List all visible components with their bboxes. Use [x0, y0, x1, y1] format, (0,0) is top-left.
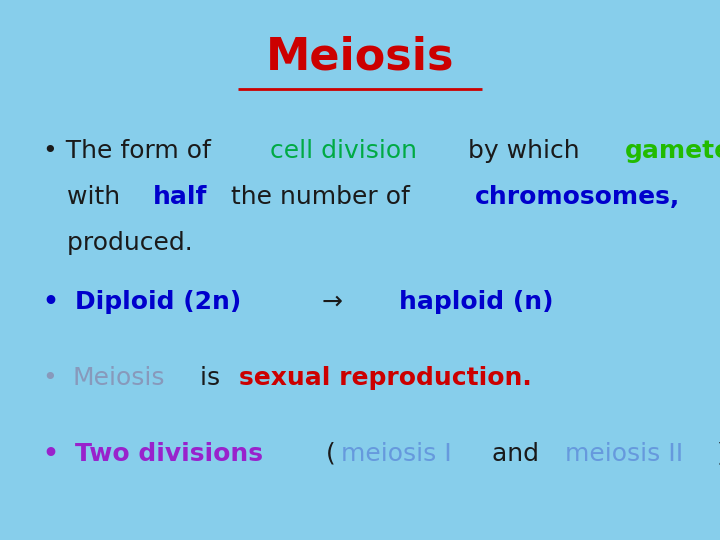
Text: and: and: [484, 442, 546, 465]
Text: Two divisions: Two divisions: [75, 442, 263, 465]
Text: •: •: [43, 366, 66, 390]
Text: is: is: [192, 366, 228, 390]
Text: produced.: produced.: [43, 231, 193, 255]
Text: •: •: [43, 291, 68, 314]
Text: by which: by which: [460, 139, 588, 163]
Text: (: (: [318, 442, 336, 465]
Text: meiosis I: meiosis I: [341, 442, 451, 465]
Text: haploid (n): haploid (n): [400, 291, 554, 314]
Text: half: half: [153, 185, 207, 209]
Text: with: with: [43, 185, 128, 209]
Text: ).: ).: [717, 442, 720, 465]
Text: Meiosis: Meiosis: [266, 35, 454, 78]
Text: cell division: cell division: [270, 139, 417, 163]
Text: sexual reproduction.: sexual reproduction.: [238, 366, 531, 390]
Text: • The form of: • The form of: [43, 139, 219, 163]
Text: the number of: the number of: [223, 185, 418, 209]
Text: →: →: [289, 291, 374, 314]
Text: •: •: [43, 442, 68, 465]
Text: gametes,: gametes,: [624, 139, 720, 163]
Text: meiosis II: meiosis II: [564, 442, 683, 465]
Text: Diploid (2n): Diploid (2n): [75, 291, 241, 314]
Text: chromosomes,: chromosomes,: [474, 185, 680, 209]
Text: Meiosis: Meiosis: [73, 366, 165, 390]
